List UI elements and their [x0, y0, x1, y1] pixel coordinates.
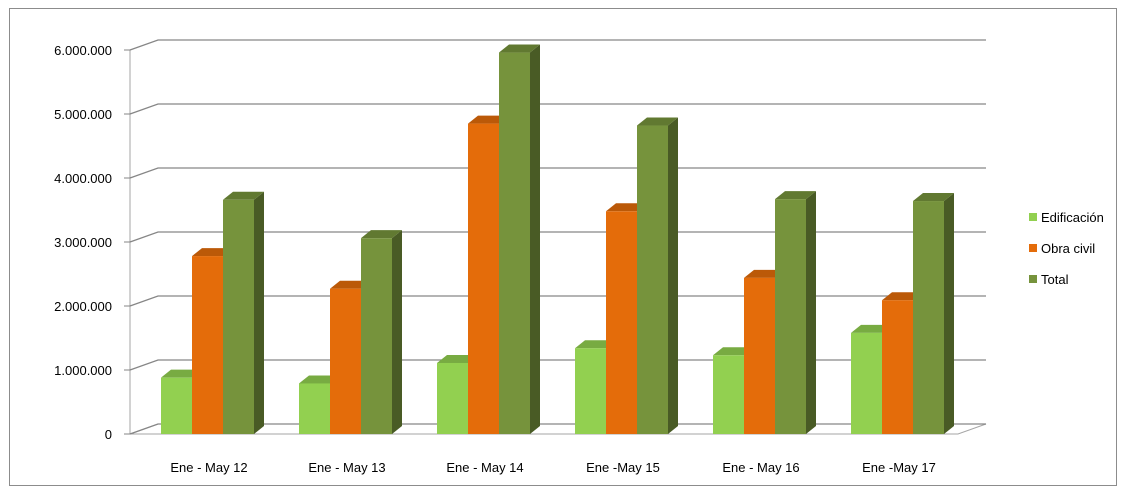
bars — [161, 44, 954, 435]
bar-total — [775, 191, 816, 434]
x-tick-label: Ene -May 15 — [586, 460, 660, 475]
bar-top-face — [499, 44, 540, 53]
bar-top-face — [192, 248, 233, 257]
bar-top-face — [637, 117, 678, 126]
bar-front-face — [361, 238, 392, 434]
bar-front-face — [637, 125, 668, 435]
legend: Edificación Obra civil Total — [1029, 210, 1104, 287]
bar-top-face — [299, 375, 340, 384]
bar-top-face — [775, 191, 816, 200]
gridline — [129, 295, 986, 307]
bar-top-face — [330, 280, 371, 289]
legend-label: Total — [1041, 272, 1069, 287]
legend-swatch — [1029, 213, 1037, 221]
bar-front-face — [161, 377, 192, 434]
y-axis-ticks: 0 1.000.000 2.000.000 3.000.000 4.000.000 5.0… — [54, 43, 112, 442]
x-tick-label: Ene -May 17 — [862, 460, 936, 475]
bar-total — [637, 117, 678, 435]
y-tick-label: 2.000.000 — [54, 299, 112, 314]
bar-total — [223, 191, 264, 434]
bar-front-face — [437, 362, 468, 434]
gridline — [129, 39, 986, 51]
bar-top-face — [713, 347, 754, 356]
bar-top-face — [468, 115, 509, 124]
bar-top-face — [913, 193, 954, 202]
gridline — [129, 103, 986, 115]
bar-top-face — [882, 292, 923, 301]
gridlines — [124, 39, 986, 435]
x-tick-label: Ene - May 14 — [446, 460, 523, 475]
gridline — [129, 359, 986, 371]
x-tick-label: Ene - May 12 — [170, 460, 247, 475]
bar-total — [913, 193, 954, 434]
gridline — [129, 167, 986, 179]
bar-side-face — [530, 44, 540, 435]
y-tick-label: 1.000.000 — [54, 363, 112, 378]
y-tick-label: 6.000.000 — [54, 43, 112, 58]
bar-top-face — [575, 340, 616, 349]
bar-front-face — [192, 256, 223, 434]
bar-top-face — [361, 230, 402, 239]
bar-side-face — [254, 191, 264, 434]
bar-front-face — [775, 199, 806, 434]
bar-side-face — [944, 193, 954, 434]
bar-front-face — [913, 201, 944, 434]
legend-swatch — [1029, 244, 1037, 252]
bar-top-face — [744, 269, 785, 278]
bar-front-face — [223, 199, 254, 434]
legend-label: Obra civil — [1041, 241, 1095, 256]
bar-front-face — [882, 300, 913, 434]
bar-front-face — [575, 348, 606, 434]
bar-front-face — [713, 355, 744, 434]
y-tick-label: 3.000.000 — [54, 235, 112, 250]
bar-top-face — [437, 354, 478, 363]
bar-side-face — [392, 230, 402, 434]
y-tick-label: 4.000.000 — [54, 171, 112, 186]
gridline — [129, 423, 986, 435]
x-tick-label: Ene - May 13 — [308, 460, 385, 475]
legend-swatch — [1029, 275, 1037, 283]
bar-front-face — [299, 383, 330, 434]
bar-top-face — [606, 203, 647, 212]
bar-total — [361, 230, 402, 434]
bar-front-face — [468, 123, 499, 434]
y-tick-label: 5.000.000 — [54, 107, 112, 122]
bar-front-face — [499, 52, 530, 435]
bar-side-face — [806, 191, 816, 434]
gridline — [129, 231, 986, 243]
bar-side-face — [668, 117, 678, 435]
legend-label: Edificación — [1041, 210, 1104, 225]
bar-front-face — [744, 277, 775, 434]
bar-top-face — [851, 324, 892, 333]
bar-front-face — [330, 288, 361, 434]
bar-total — [499, 44, 540, 435]
bar-top-face — [161, 369, 202, 378]
x-tick-label: Ene - May 16 — [722, 460, 799, 475]
bar-front-face — [851, 332, 882, 434]
bar-front-face — [606, 211, 637, 434]
y-tick-label: 0 — [105, 427, 112, 442]
x-axis-labels: Ene - May 12 Ene - May 13 Ene - May 14 Ene … — [170, 460, 936, 475]
bar-top-face — [223, 191, 264, 200]
